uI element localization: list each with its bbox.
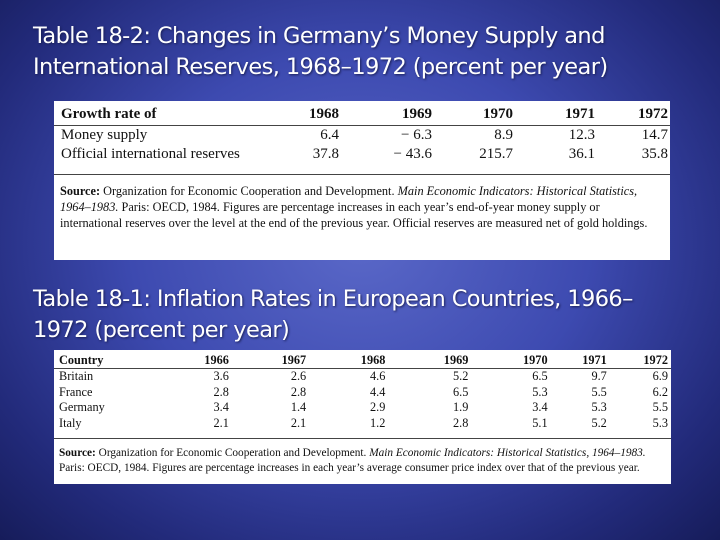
table-cell: 9.7 xyxy=(591,369,607,384)
table-row: Official international reserves 37.8 − 43.… xyxy=(54,145,670,164)
table-row: France 2.8 2.8 4.4 6.5 5.3 5.5 6.2 xyxy=(54,385,671,401)
column-header: 1970 xyxy=(432,104,513,126)
table-header-row: Growth rate of 1968 1969 1970 1971 1972 xyxy=(54,104,670,126)
table-cell: 6.2 xyxy=(652,384,668,399)
table-divider xyxy=(54,438,671,439)
row-label: France xyxy=(59,384,93,399)
table-cell: 8.9 xyxy=(494,127,513,143)
table-cell: 2.1 xyxy=(213,415,229,430)
table-cell: 5.3 xyxy=(591,400,607,415)
table-cell: 1.9 xyxy=(453,400,469,415)
table-cell: 3.4 xyxy=(213,400,229,415)
table-cell: 4.4 xyxy=(370,384,386,399)
column-header: 1969 xyxy=(385,352,469,369)
table-cell: 6.5 xyxy=(532,369,548,384)
column-header: 1967 xyxy=(228,352,307,369)
table-18-1-panel: Country 1966 1967 1968 1969 1970 1971 1972 Brit… xyxy=(54,350,671,484)
table-cell: 2.6 xyxy=(290,369,307,384)
table-cell: 6.9 xyxy=(652,369,668,384)
table-divider xyxy=(54,174,670,175)
source-organization: Organization for Economic Cooperation an… xyxy=(98,447,367,459)
table-cell: 2.8 xyxy=(453,415,469,430)
table-cell: 2.8 xyxy=(290,384,307,399)
source-label: Source: xyxy=(59,447,96,459)
table-cell: 1.2 xyxy=(370,415,386,430)
column-header: 1968 xyxy=(306,352,386,369)
table-cell: 2.9 xyxy=(370,400,386,415)
table-cell: 35.8 xyxy=(641,146,668,162)
table-18-1-title: Table 18-1: Inflation Rates in European … xyxy=(33,284,633,346)
table-cell: 36.1 xyxy=(568,146,595,162)
table-cell: 2.1 xyxy=(290,415,307,430)
table-cell: 6.5 xyxy=(453,384,469,399)
table-row: Germany 3.4 1.4 2.9 1.9 3.4 5.3 5.5 xyxy=(54,400,671,416)
table-cell: 5.1 xyxy=(532,415,548,430)
source-description: Paris: OECD, 1984. Figures are percentag… xyxy=(59,462,640,474)
column-header: Growth rate of xyxy=(54,104,259,126)
table-18-2: Growth rate of 1968 1969 1970 1971 1972 Money… xyxy=(54,104,670,164)
table-cell: 5.5 xyxy=(652,400,668,415)
table-18-2-title-line1: Table 18-2: Changes in Germany’s Money S… xyxy=(33,23,605,49)
table-cell: 6.4 xyxy=(320,127,339,143)
table-cell: 5.2 xyxy=(453,369,469,384)
table-cell: 215.7 xyxy=(479,146,513,162)
row-label: Britain xyxy=(59,369,94,384)
source-organization: Organization for Economic Cooperation an… xyxy=(103,184,395,198)
table-18-1-source-note: Source: Organization for Economic Cooper… xyxy=(59,446,665,476)
column-header: 1971 xyxy=(513,104,595,126)
table-cell: − 6.3 xyxy=(401,127,432,143)
table-cell: 5.3 xyxy=(532,384,548,399)
table-header-row: Country 1966 1967 1968 1969 1970 1971 1972 xyxy=(54,352,671,369)
column-header: 1966 xyxy=(149,352,229,369)
source-publication: Main Economic Indicators: Historical Sta… xyxy=(369,447,646,459)
table-18-1-title-line2: 1972 (percent per year) xyxy=(33,317,290,343)
source-publication: Main Economic Indicators: Historical Sta… xyxy=(60,184,638,214)
table-18-1: Country 1966 1967 1968 1969 1970 1971 1972 Brit… xyxy=(54,352,671,431)
column-header: 1972 xyxy=(606,352,671,369)
source-label: Source: xyxy=(60,184,101,198)
table-cell: 3.4 xyxy=(532,400,548,415)
table-cell: − 43.6 xyxy=(393,146,432,162)
table-cell: 5.3 xyxy=(652,415,668,430)
column-header: 1968 xyxy=(259,104,339,126)
table-cell: 2.8 xyxy=(213,384,229,399)
column-header: 1969 xyxy=(339,104,432,126)
column-header: Country xyxy=(54,352,150,369)
table-cell: 3.6 xyxy=(213,369,229,384)
table-cell: 37.8 xyxy=(312,146,339,162)
table-row: Money supply 6.4 − 6.3 8.9 12.3 14.7 xyxy=(54,126,670,146)
table-18-2-title-line2: International Reserves, 1968–1972 (perce… xyxy=(33,54,608,80)
column-header: 1972 xyxy=(595,104,670,126)
table-row: Italy 2.1 2.1 1.2 2.8 5.1 5.2 5.3 xyxy=(54,416,671,432)
table-18-1-title-line1: Table 18-1: Inflation Rates in European … xyxy=(33,286,633,312)
table-cell: 5.2 xyxy=(591,415,607,430)
table-cell: 5.5 xyxy=(591,384,607,399)
row-label: Money supply xyxy=(61,127,148,143)
table-row: Britain 3.6 2.6 4.6 5.2 6.5 9.7 6.9 xyxy=(54,369,671,385)
table-cell: 4.6 xyxy=(370,369,386,384)
table-18-2-title: Table 18-2: Changes in Germany’s Money S… xyxy=(33,21,608,83)
row-label: Germany xyxy=(59,400,105,415)
column-header: 1971 xyxy=(547,352,607,369)
table-18-2-panel: Growth rate of 1968 1969 1970 1971 1972 Money… xyxy=(54,101,670,260)
source-description: Paris: OECD, 1984. Figures are percentag… xyxy=(60,200,648,230)
table-cell: 1.4 xyxy=(290,400,307,415)
table-cell: 12.3 xyxy=(568,127,595,143)
table-cell: 14.7 xyxy=(641,127,668,143)
column-header: 1970 xyxy=(468,352,548,369)
row-label: Official international reserves xyxy=(61,146,240,162)
table-18-2-source-note: Source: Organization for Economic Cooper… xyxy=(60,183,664,231)
row-label: Italy xyxy=(59,415,82,430)
